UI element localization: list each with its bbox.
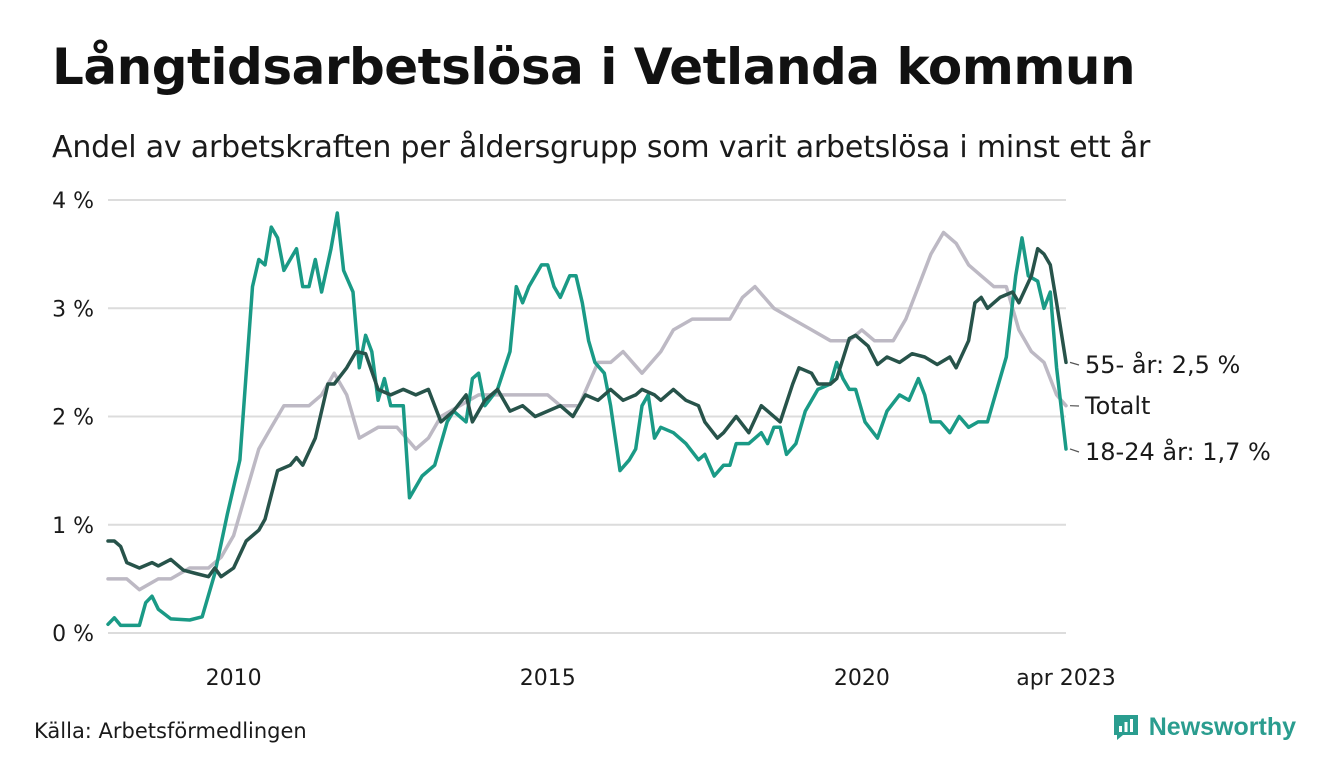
x-tick-label: 2020 xyxy=(834,666,890,691)
y-tick-label: 1 % xyxy=(52,514,94,539)
x-tick-label: apr 2023 xyxy=(1016,666,1115,691)
y-tick-label: 0 % xyxy=(52,622,94,647)
y-tick-label: 2 % xyxy=(52,406,94,431)
page-title: Långtidsarbetslösa i Vetlanda kommun xyxy=(52,38,1136,96)
series-lines xyxy=(106,211,1068,628)
y-tick-label: 4 % xyxy=(52,189,94,214)
end-label-young: 18-24 år: 1,7 % xyxy=(1085,437,1271,466)
series-line-total xyxy=(106,230,1068,592)
y-tick-label: 3 % xyxy=(52,297,94,322)
end-label-connector xyxy=(1069,361,1080,366)
source-note: Källa: Arbetsförmedlingen xyxy=(34,719,307,743)
page-subtitle: Andel av arbetskraften per åldersgrupp s… xyxy=(52,130,1151,165)
end-label-connector xyxy=(1069,448,1080,453)
end-label-total: Totalt xyxy=(1084,392,1150,420)
grid-lines xyxy=(108,199,1066,634)
series-line-young xyxy=(106,211,1068,628)
series-end-labels: Totalt 18-24 år: 1,7 % 55- år: 2,5 % xyxy=(1069,350,1271,466)
end-label-old: 55- år: 2,5 % xyxy=(1085,350,1240,379)
brand-logo: Newsworthy xyxy=(1111,712,1296,742)
x-axis-ticks: 2010 2015 2020 apr 2023 xyxy=(206,666,1116,691)
y-axis-ticks: 0 % 1 % 2 % 3 % 4 % xyxy=(52,189,94,647)
brand-name: Newsworthy xyxy=(1148,712,1296,741)
newsworthy-icon xyxy=(1113,715,1138,740)
series-line-old xyxy=(106,246,1068,579)
x-tick-label: 2015 xyxy=(520,666,576,691)
x-tick-label: 2010 xyxy=(206,666,262,691)
